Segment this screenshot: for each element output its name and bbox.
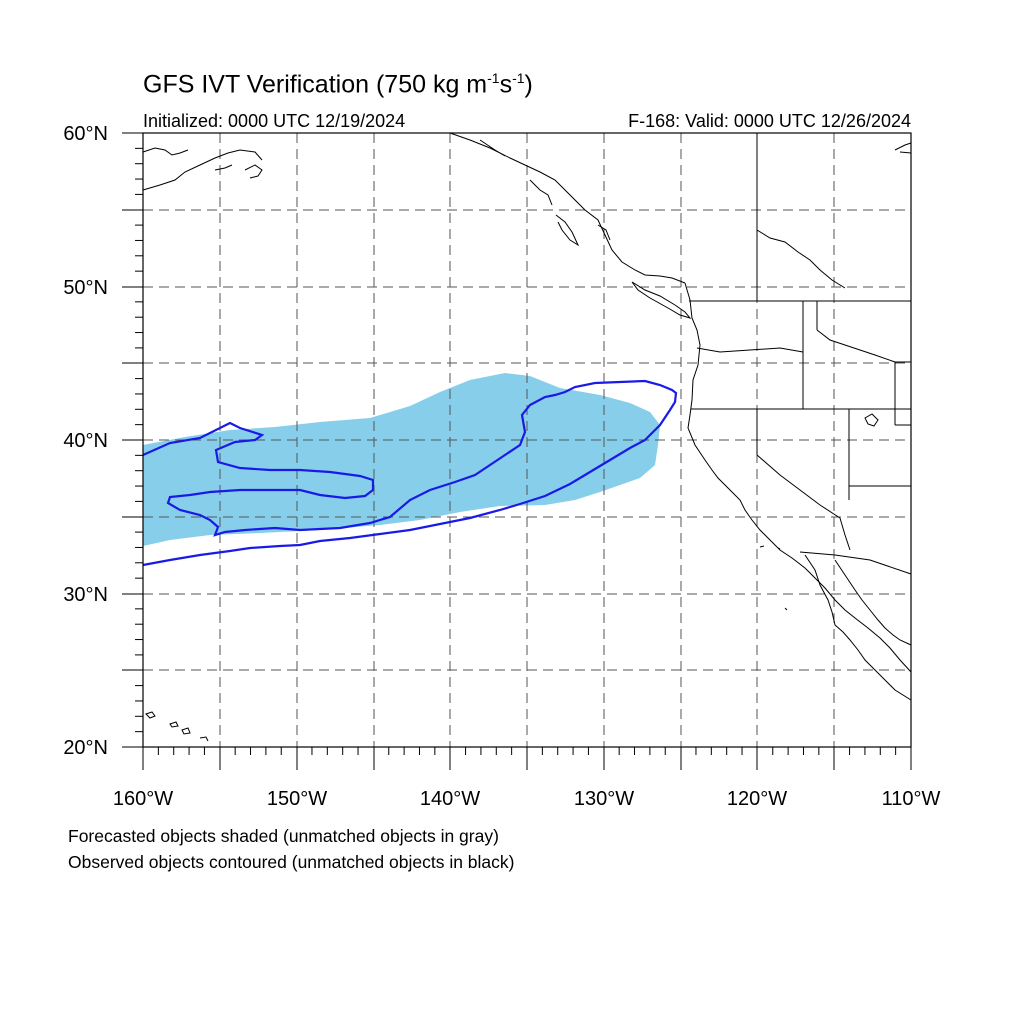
lon-label-120w: 120°W	[727, 788, 787, 810]
political-boundaries	[689, 133, 912, 575]
observed-objects-contoured	[142, 379, 678, 567]
lat-label-50n: 50°N	[63, 277, 108, 299]
map-title: GFS IVT Verification (750 kg m-1s-1)	[143, 70, 533, 99]
lat-label-60n: 60°N	[63, 123, 108, 145]
lon-labels: 160°W 150°W 140°W 130°W 120°W 110°W	[113, 788, 941, 810]
axis-ticks	[122, 132, 912, 770]
observed-legend-note: Observed objects contoured (unmatched ob…	[68, 852, 515, 872]
initialized-time: Initialized: 0000 UTC 12/19/2024	[143, 111, 406, 131]
title-exponent-1: -1	[487, 70, 500, 86]
valid-time: F-168: Valid: 0000 UTC 12/26/2024	[628, 111, 911, 131]
title-text: GFS IVT Verification (750 kg m	[143, 70, 488, 99]
lat-label-30n: 30°N	[63, 584, 108, 606]
title-exponent-2: -1	[512, 70, 525, 86]
forecast-object-shaded	[143, 373, 660, 546]
observed-contour-main	[142, 379, 678, 567]
title-unit-s: s	[499, 70, 513, 99]
forecast-legend-note: Forecasted objects shaded (unmatched obj…	[68, 826, 499, 846]
lat-labels: 60°N 50°N 40°N 30°N 20°N	[63, 123, 108, 759]
lat-label-40n: 40°N	[63, 430, 108, 452]
lat-label-20n: 20°N	[63, 737, 108, 759]
grid-lines	[143, 133, 911, 747]
lon-label-110w: 110°W	[882, 788, 941, 810]
lon-label-160w: 160°W	[113, 788, 173, 810]
title-close: )	[524, 70, 533, 99]
lon-label-130w: 130°W	[574, 788, 634, 810]
lon-label-140w: 140°W	[420, 788, 480, 810]
lon-label-150w: 150°W	[267, 788, 327, 810]
coastlines	[142, 132, 912, 742]
minor-ticks	[135, 147, 897, 755]
